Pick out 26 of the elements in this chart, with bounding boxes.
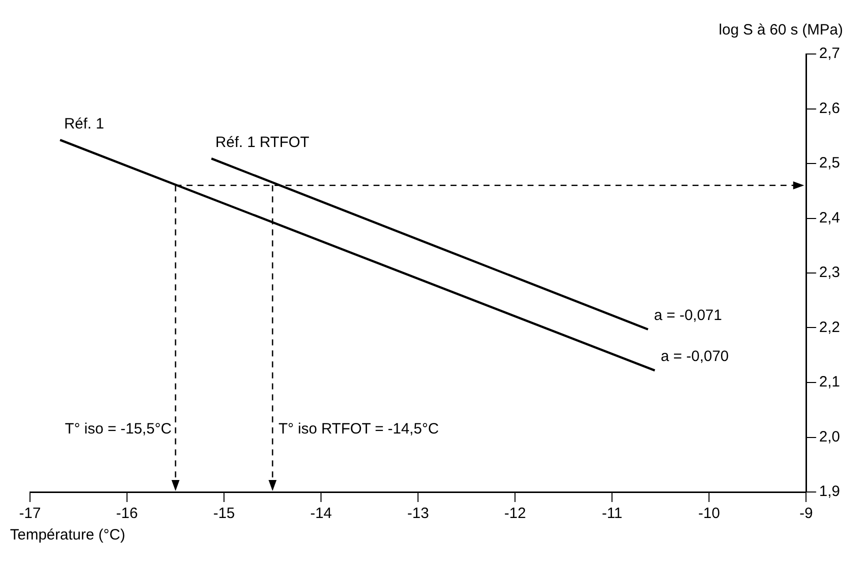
x-tick-label: -17 [19, 505, 41, 522]
x-tick-label: -16 [116, 505, 138, 522]
x-tick-label: -13 [407, 505, 429, 522]
x-tick-label: -11 [602, 505, 622, 522]
series-label: Réf. 1 RTFOT [215, 134, 310, 152]
y-tick-label: 2,0 [819, 428, 840, 446]
y-axis-title: log S à 60 s (MPa) [718, 22, 844, 39]
y-tick-label: 2,4 [819, 209, 840, 226]
x-tick-label: -15 [213, 505, 235, 522]
annotation: a = -0,071 [654, 307, 722, 324]
y-tick-label: 2,6 [819, 100, 840, 117]
x-tick-label: -10 [698, 505, 720, 522]
series-label: Réf. 1 [64, 116, 104, 133]
y-tick-label: 2,5 [819, 154, 840, 172]
x-tick-label: -12 [504, 505, 526, 522]
y-tick-label: 2,7 [819, 45, 840, 62]
x-tick-label: -14 [310, 505, 332, 522]
y-tick-label: 2,1 [819, 374, 840, 391]
annotation: a = -0,070 [660, 348, 729, 366]
x-tick-label: -9 [799, 505, 813, 522]
y-tick-label: 2,2 [819, 318, 840, 336]
ref-line-label: T° iso = -15,5°C [64, 420, 172, 438]
y-tick-label: 2,3 [819, 264, 840, 282]
ref-line-label: T° iso RTFOT = -14,5°C [278, 420, 439, 438]
x-axis-title: Température (°C) [10, 526, 126, 544]
y-tick-label: 1,9 [819, 483, 840, 500]
